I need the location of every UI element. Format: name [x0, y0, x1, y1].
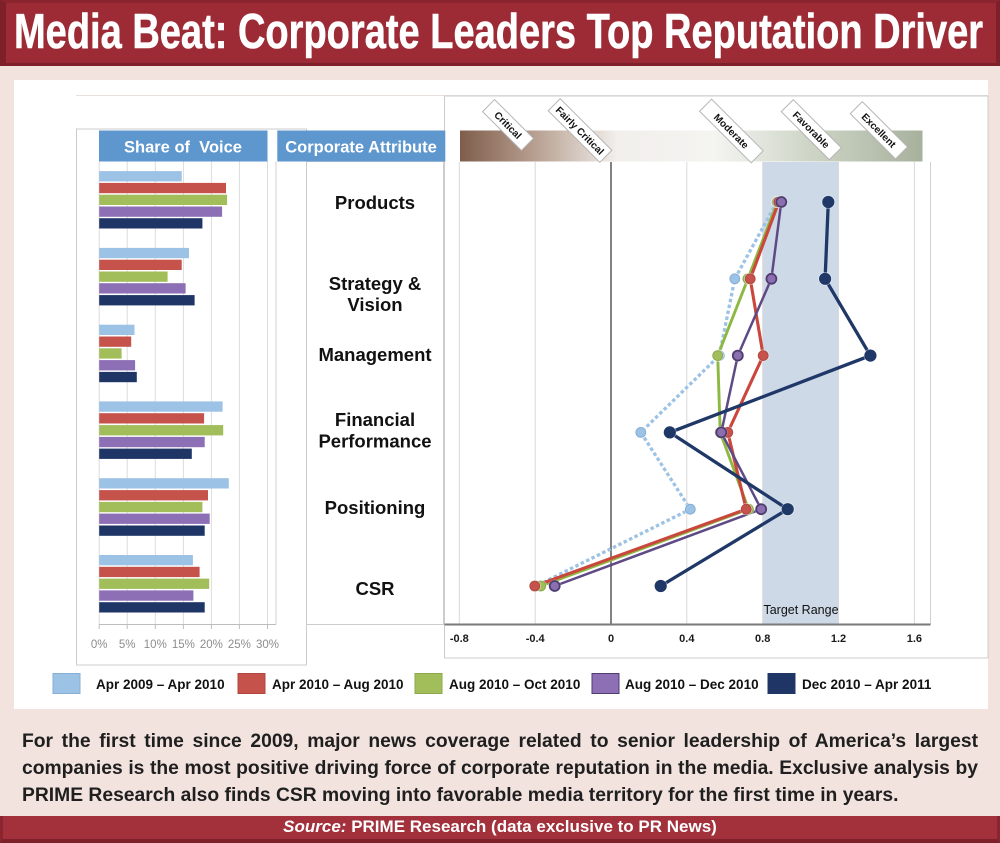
svg-text:Strategy &: Strategy & [329, 273, 422, 294]
svg-text:-0.8: -0.8 [450, 633, 469, 645]
svg-text:Dec 2010 – Apr 2011: Dec 2010 – Apr 2011 [802, 677, 932, 692]
svg-text:20%: 20% [200, 639, 223, 651]
svg-text:Corporate Attribute: Corporate Attribute [285, 139, 437, 157]
svg-text:Management: Management [318, 344, 431, 365]
svg-text:10%: 10% [144, 639, 167, 651]
svg-text:Financial: Financial [335, 409, 415, 430]
svg-text:1.2: 1.2 [831, 633, 846, 645]
svg-text:0%: 0% [91, 639, 108, 651]
svg-text:0.4: 0.4 [679, 633, 695, 645]
svg-text:Products: Products [335, 192, 415, 213]
svg-text:Vision: Vision [347, 294, 402, 315]
svg-text:0: 0 [608, 633, 614, 645]
svg-text:Positioning: Positioning [325, 497, 426, 518]
svg-text:CSR: CSR [355, 578, 394, 599]
svg-text:Target Range: Target Range [763, 603, 838, 617]
svg-text:Aug 2010 – Oct 2010: Aug 2010 – Oct 2010 [449, 677, 580, 692]
svg-text:Apr 2009 – Apr 2010: Apr 2009 – Apr 2010 [96, 677, 225, 692]
svg-text:0.8: 0.8 [755, 633, 770, 645]
svg-text:Apr 2010 – Aug 2010: Apr 2010 – Aug 2010 [272, 677, 404, 692]
svg-text:5%: 5% [119, 639, 136, 651]
svg-text:1.6: 1.6 [907, 633, 922, 645]
svg-text:Share of Voice: Share of Voice [124, 139, 242, 157]
svg-text:-0.4: -0.4 [526, 633, 546, 645]
svg-text:Aug 2010 – Dec 2010: Aug 2010 – Dec 2010 [625, 677, 759, 692]
svg-text:25%: 25% [228, 639, 251, 651]
svg-text:15%: 15% [172, 639, 195, 651]
svg-text:30%: 30% [256, 639, 279, 651]
svg-text:Performance: Performance [318, 431, 431, 452]
